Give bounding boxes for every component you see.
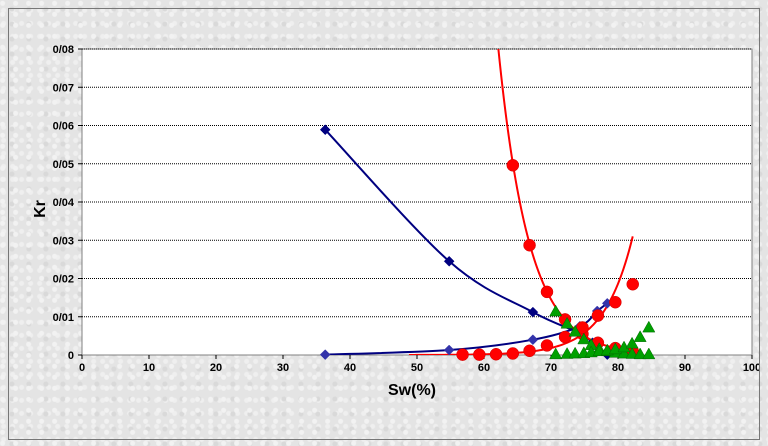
data-point-circle	[456, 348, 469, 361]
data-point-triangle	[549, 304, 563, 317]
y-tick-labels: 0 0/01 0/02 0/03 0/04 0/05 0/06 0/07 0/08	[53, 44, 75, 362]
x-tick-label: 90	[679, 362, 691, 374]
y-tick-label: 0/04	[53, 197, 75, 209]
relative-permeability-chart: 0 0/01 0/02 0/03 0/04 0/05 0/06 0/07 0/08 0 10 20 3…	[32, 44, 761, 399]
data-point-circle	[473, 348, 486, 361]
x-tick-label: 30	[277, 362, 289, 374]
y-tick-label: 0/08	[53, 44, 74, 56]
series-markers	[319, 124, 656, 361]
data-point-diamond	[527, 306, 539, 318]
x-tick-labels: 0 10 20 30 40 50 60 70 80 90 100	[79, 362, 761, 374]
x-tick-label: 0	[79, 362, 85, 374]
data-point-circle	[506, 347, 520, 360]
y-tick-label: 0	[68, 350, 74, 362]
data-point-triangle	[642, 347, 656, 360]
y-tick-label: 0/01	[53, 312, 74, 324]
y-tick-label: 0/02	[53, 274, 74, 286]
y-tick-label: 0/03	[53, 235, 74, 247]
data-point-circle	[609, 295, 622, 309]
data-point-diamond	[443, 344, 455, 356]
data-point-triangle	[549, 347, 563, 360]
data-point-triangle	[633, 330, 647, 342]
x-tick-label: 40	[344, 362, 356, 374]
x-tick-label: 50	[411, 362, 423, 374]
y-axis-title: Kr	[32, 200, 49, 218]
trend-line	[408, 236, 634, 355]
data-point-triangle	[642, 320, 656, 333]
x-tick-label: 20	[210, 362, 222, 374]
data-point-circle	[626, 277, 639, 291]
x-tick-label: 100	[743, 362, 759, 374]
chart-frame: 0 0/01 0/02 0/03 0/04 0/05 0/06 0/07 0/08 0 10 20 3…	[8, 8, 761, 440]
data-point-triangle	[560, 316, 574, 329]
x-axis-title: Sw(%)	[388, 382, 436, 399]
gridlines	[78, 48, 753, 359]
data-point-triangle	[568, 324, 582, 337]
data-point-triangle	[625, 336, 639, 349]
data-point-circle	[558, 330, 572, 344]
y-tick-label: 0/05	[53, 159, 74, 171]
data-point-triangle	[625, 347, 639, 359]
y-tick-label: 0/07	[53, 82, 74, 94]
x-tick-label: 70	[545, 362, 557, 374]
data-point-circle	[489, 347, 503, 361]
data-point-diamond	[527, 334, 539, 346]
x-tick-label: 10	[143, 362, 155, 374]
data-point-circle	[540, 285, 554, 299]
data-point-circle	[506, 159, 520, 172]
data-point-circle	[523, 238, 536, 252]
data-point-circle	[591, 309, 605, 322]
data-point-triangle	[568, 346, 582, 359]
x-tick-label: 80	[612, 362, 624, 374]
data-point-circle	[523, 344, 536, 358]
x-tick-label: 60	[478, 362, 490, 374]
data-point-circle	[540, 339, 554, 352]
data-point-diamond	[319, 124, 331, 136]
data-point-diamond	[443, 255, 455, 267]
y-tick-label: 0/06	[53, 121, 74, 133]
data-point-triangle	[577, 332, 591, 345]
data-point-triangle	[633, 347, 647, 360]
data-point-diamond	[319, 349, 331, 360]
